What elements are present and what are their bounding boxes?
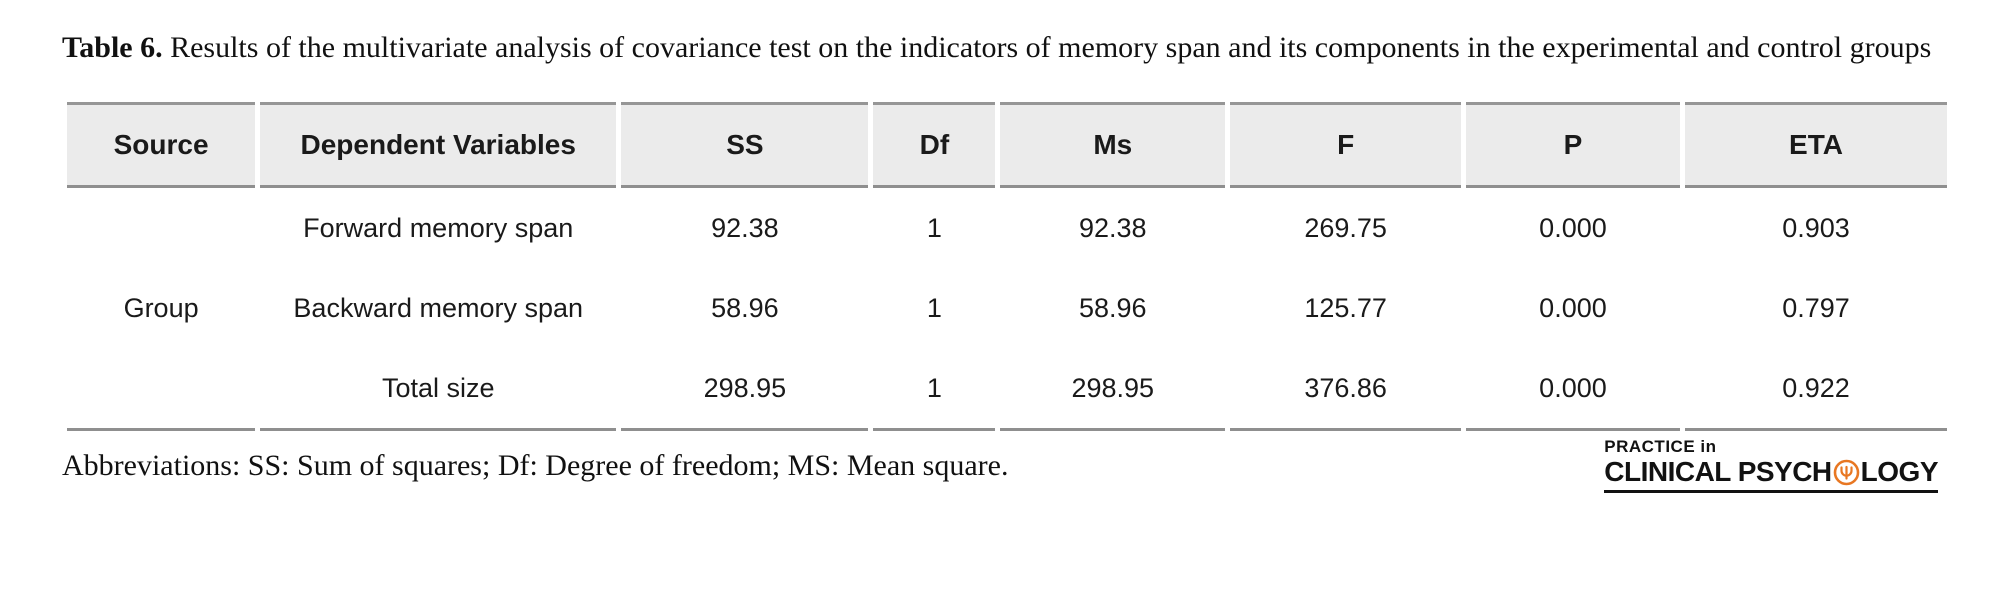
journal-logo-text-left: CLINICAL PSYCH — [1604, 456, 1832, 487]
psychology-psi-circle-icon — [1833, 459, 1860, 486]
column-header-ms: Ms — [1000, 102, 1226, 188]
cell-ms: 298.95 — [1000, 348, 1226, 431]
cell-dependent-variable: Backward memory span — [260, 268, 617, 348]
footer: Abbreviations: SS: Sum of squares; Df: D… — [62, 435, 1952, 493]
journal-logo-top-text: PRACTICE in — [1604, 437, 1717, 456]
cell-dependent-variable: Total size — [260, 348, 617, 431]
column-header-dependent-variables: Dependent Variables — [260, 102, 617, 188]
table-row: Group Forward memory span 92.38 1 92.38 … — [67, 188, 1947, 431]
table-caption-label: Table 6. — [62, 31, 163, 64]
table-header-row: Source Dependent Variables SS Df Ms F P … — [67, 102, 1947, 188]
anova-table: Source Dependent Variables SS Df Ms F P … — [62, 102, 1952, 431]
cell-ss: 92.38 — [621, 188, 869, 268]
table-row: Total size 298.95 1 298.95 376.86 0.000 … — [67, 348, 1947, 431]
cell-ss: 58.96 — [621, 268, 869, 348]
cell-f: 376.86 — [1230, 348, 1461, 431]
cell-p: 0.000 — [1465, 268, 1680, 348]
cell-f: 269.75 — [1230, 188, 1461, 268]
column-header-p: P — [1465, 102, 1680, 188]
journal-logo: PRACTICE in CLINICAL PSYCH LOGY — [1604, 437, 1939, 493]
column-header-ss: SS — [621, 102, 869, 188]
cell-f: 125.77 — [1230, 268, 1461, 348]
cell-ms: 92.38 — [1000, 188, 1226, 268]
cell-eta: 0.922 — [1684, 348, 1947, 431]
column-header-df: Df — [873, 102, 996, 188]
cell-df: 1 — [873, 348, 996, 431]
cell-df: 1 — [873, 188, 996, 268]
table-row: Backward memory span 58.96 1 58.96 125.7… — [67, 268, 1947, 348]
cell-p: 0.000 — [1465, 348, 1680, 431]
column-header-source: Source — [67, 102, 256, 188]
column-header-f: F — [1230, 102, 1461, 188]
cell-p: 0.000 — [1465, 188, 1680, 268]
cell-ms: 58.96 — [1000, 268, 1226, 348]
table-caption-text: Results of the multivariate analysis of … — [162, 31, 1932, 64]
cell-df: 1 — [873, 268, 996, 348]
cell-dependent-variable: Forward memory span — [260, 188, 617, 268]
source-group-cell: Group — [67, 188, 256, 431]
cell-ss: 298.95 — [621, 348, 869, 431]
column-header-eta: ETA — [1684, 102, 1947, 188]
abbreviations-footnote: Abbreviations: SS: Sum of squares; Df: D… — [62, 449, 1009, 482]
table-caption: Table 6. Results of the multivariate ana… — [62, 22, 1942, 74]
cell-eta: 0.903 — [1684, 188, 1947, 268]
cell-eta: 0.797 — [1684, 268, 1947, 348]
journal-logo-bottom-text: CLINICAL PSYCH LOGY — [1604, 458, 1938, 486]
journal-logo-text-right: LOGY — [1860, 456, 1939, 487]
